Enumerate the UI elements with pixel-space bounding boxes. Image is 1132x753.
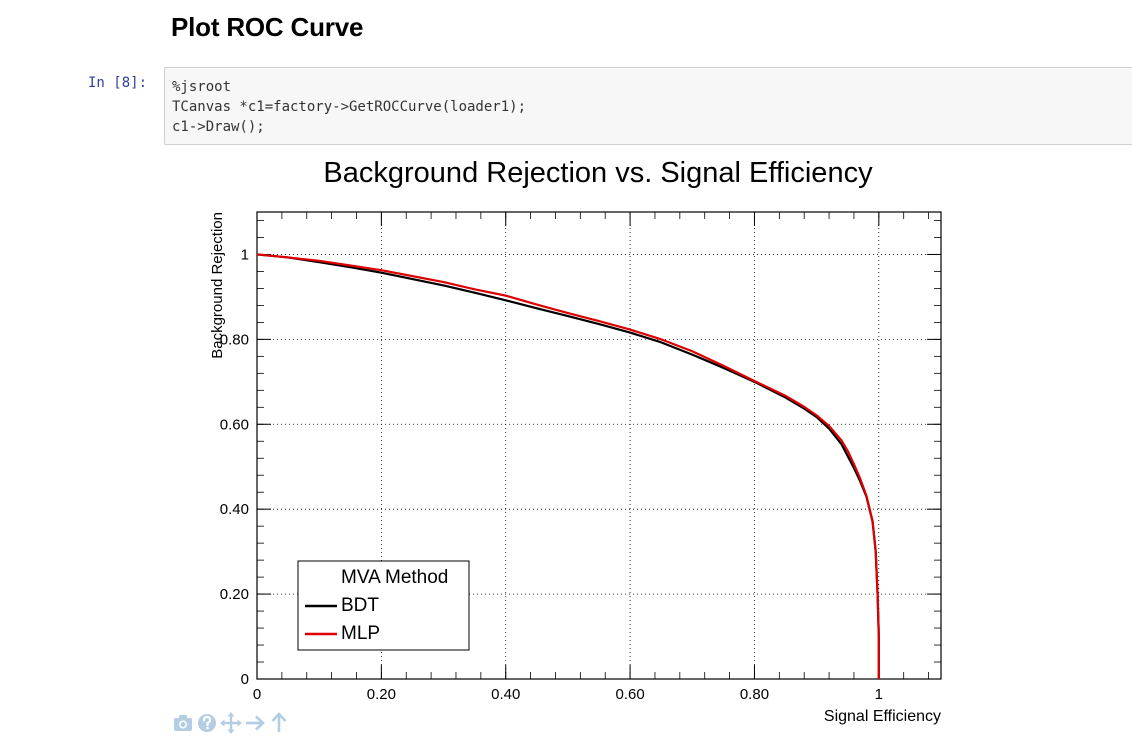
x-tick-label: 0.80 [740,686,769,703]
series-lines [256,253,880,679]
y-tick-label: 0.20 [220,586,249,603]
plot-frame [256,211,942,680]
chart-title: Background Rejection vs. Signal Efficien… [323,157,873,189]
arrow-right-icon[interactable] [244,710,266,734]
legend[interactable]: MVA Method BDT MLP [297,560,470,651]
chart-toolbar [172,709,290,735]
y-tick-label: 0 [241,671,249,688]
axes: 0 0.20 0.40 0.60 0.80 1 0 0.20 0.40 0.60 0.80 1 [220,211,942,703]
x-axis-label: Signal Efficiency [824,708,941,725]
x-tick-label: 0.40 [491,686,520,703]
move-icon[interactable] [220,710,242,734]
arrow-up-icon[interactable] [268,710,290,734]
y-tick-label: 0.80 [220,331,249,348]
code-line[interactable]: %jsroot [172,79,232,95]
code-line[interactable]: TCanvas *c1=factory->GetROCCurve(loader1… [172,99,527,115]
y-axis-label: Background Rejection [209,212,226,359]
code-line[interactable]: c1->Draw(); [172,119,265,135]
x-tick-label: 0.20 [367,686,396,703]
input-prompt: In [8]: [88,75,148,91]
legend-title: MVA Method [341,567,448,588]
question-icon[interactable] [196,710,218,734]
code-cell[interactable]: %jsroot TCanvas *c1=factory->GetROCCurve… [164,67,1132,145]
legend-label-mlp: MLP [341,623,380,644]
series-line-mlp [256,253,880,679]
x-tick-label: 0 [253,686,261,703]
section-heading: Plot ROC Curve [171,12,364,42]
x-tick-label: 1 [875,686,883,703]
x-tick-label: 0.60 [615,686,644,703]
legend-label-bdt: BDT [341,595,379,616]
y-tick-label: 0.40 [220,501,249,518]
y-tick-label: 1 [241,246,249,263]
y-tick-label: 0.60 [220,416,249,433]
camera-icon[interactable] [172,710,194,734]
